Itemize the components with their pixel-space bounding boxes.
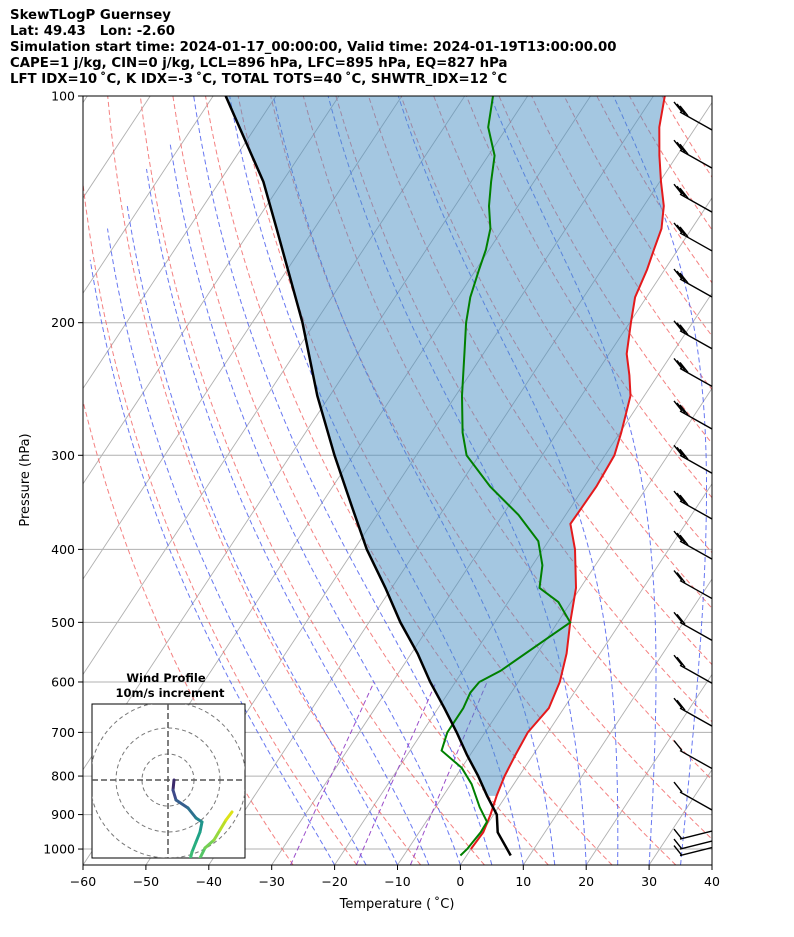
wind-barb: [673, 357, 713, 388]
axes: −60 −50 −40 −30 −20 −10 0 10 20 30 40 100 200 300 400 5…: [43, 89, 720, 890]
isotherm-10: [522, 578, 712, 865]
moist-adiabat: [711, 861, 712, 865]
hodograph-trace: [218, 818, 228, 832]
wind-barb: [673, 530, 713, 560]
wind-barb: [673, 320, 713, 350]
y-tick-label: 600: [51, 674, 75, 689]
moist-adiabat: [169, 141, 461, 865]
isotherm-30: [648, 768, 712, 865]
x-tick-label: 30: [641, 874, 657, 889]
hodograph-trace: [198, 846, 207, 858]
hodograph-trace: [224, 810, 234, 822]
temperature-line: [470, 96, 666, 850]
x-tick-label: −40: [196, 874, 222, 889]
isotherm-0: [460, 482, 712, 865]
indices-text: LFT IDX=10 ˚C, K IDX=-3 ˚C, TOTAL TOTS=4…: [10, 72, 508, 87]
parcel-line: [224, 96, 512, 857]
dry-adiabat: [465, 96, 712, 499]
y-tick-label: 200: [51, 315, 75, 330]
isotherm--120: [83, 96, 214, 294]
hodograph-trace: [188, 850, 194, 858]
wind-barb: [673, 611, 713, 641]
x-tick-label: 0: [456, 874, 464, 889]
location-text: Lat: 49.43 Lon: -2.60: [10, 24, 176, 39]
wind-barb: [673, 183, 713, 213]
y-tick-label: 100: [51, 89, 75, 104]
y-tick-label: 400: [51, 542, 75, 557]
x-tick-label: −30: [259, 874, 285, 889]
dry-adiabat: [83, 179, 358, 865]
moist-adiabat: [89, 259, 336, 865]
y-tick-label: 800: [51, 769, 75, 784]
dry-adiabat: [172, 96, 549, 865]
hodograph-subtitle: 10m/s increment: [116, 686, 225, 700]
dewpoint-line: [440, 96, 572, 857]
isotherm--110: [83, 96, 277, 390]
moist-adiabat: [613, 96, 707, 865]
isotherm--140: [83, 96, 88, 104]
hodograph-trace: [212, 828, 222, 842]
y-tick-label: 500: [51, 615, 75, 630]
mixing-ratio-line: [355, 681, 437, 865]
hodograph-trace: [194, 830, 202, 844]
wind-barb: [673, 845, 713, 857]
wind-barbs: [673, 101, 713, 857]
moist-adiabat: [107, 228, 367, 865]
mixing-ratio-line: [290, 681, 375, 865]
time-text: Simulation start time: 2024-01-17_00:00:…: [10, 40, 617, 55]
wind-barb: [673, 400, 713, 430]
plot-title: SkewTLogP Guernsey: [10, 8, 171, 23]
hodograph-trace: [198, 820, 204, 834]
isotherm-20: [585, 673, 712, 865]
wind-barb: [673, 268, 713, 298]
hodograph-trace: [171, 788, 178, 802]
moist-adiabat: [126, 205, 398, 865]
isotherm--100: [83, 96, 340, 485]
x-tick-label: 10: [515, 874, 531, 889]
dry-adiabat: [139, 96, 485, 865]
x-tick-label: −10: [384, 874, 410, 889]
sounding-series: [224, 96, 666, 857]
y-tick-label: 700: [51, 725, 75, 740]
wind-barb: [673, 781, 713, 811]
x-tick-label: −50: [133, 874, 159, 889]
y-tick-label: 300: [51, 448, 75, 463]
hodograph-title: Wind Profile: [126, 671, 206, 685]
wind-barb: [673, 828, 713, 840]
hodograph-trace: [203, 838, 216, 850]
cape-text: CAPE=1 j/kg, CIN=0 j/kg, LCL=896 hPa, LF…: [10, 56, 508, 71]
hodograph-inset: Wind Profile 10m/s increment: [91, 671, 246, 859]
wind-barb: [673, 697, 713, 727]
hodograph-trace: [174, 798, 190, 810]
dry-adiabat: [83, 398, 294, 865]
wind-barb: [673, 101, 713, 131]
x-tick-label: −20: [321, 874, 347, 889]
wind-barb: [673, 490, 713, 520]
y-tick-label: 1000: [43, 842, 75, 857]
hodograph-trace: [190, 840, 198, 854]
cin-shading: [225, 96, 665, 796]
dry-adiabat: [498, 96, 712, 445]
wind-barb: [673, 654, 713, 684]
isotherm-40: [711, 864, 712, 865]
moist-adiabat: [193, 96, 493, 865]
wind-barb: [673, 838, 713, 850]
hodograph-trace: [186, 806, 198, 820]
wind-barb: [673, 222, 713, 252]
y-tick-label: 900: [51, 807, 75, 822]
wind-barb: [673, 444, 713, 474]
moist-adiabat: [146, 168, 430, 865]
x-tick-label: 20: [578, 874, 594, 889]
x-tick-label: 40: [704, 874, 720, 889]
hodograph-trace: [171, 778, 176, 792]
wind-barb: [673, 570, 713, 600]
x-tick-label: −60: [70, 874, 96, 889]
y-axis-label: Pressure (hPa): [18, 433, 33, 526]
wind-barb: [673, 740, 713, 770]
x-axis-label: Temperature ( ˚C): [339, 896, 455, 912]
isotherm-50: [775, 96, 794, 865]
wind-barb: [673, 139, 713, 169]
plot-header: SkewTLogP Guernsey Lat: 49.43 Lon: -2.60…: [10, 8, 617, 88]
